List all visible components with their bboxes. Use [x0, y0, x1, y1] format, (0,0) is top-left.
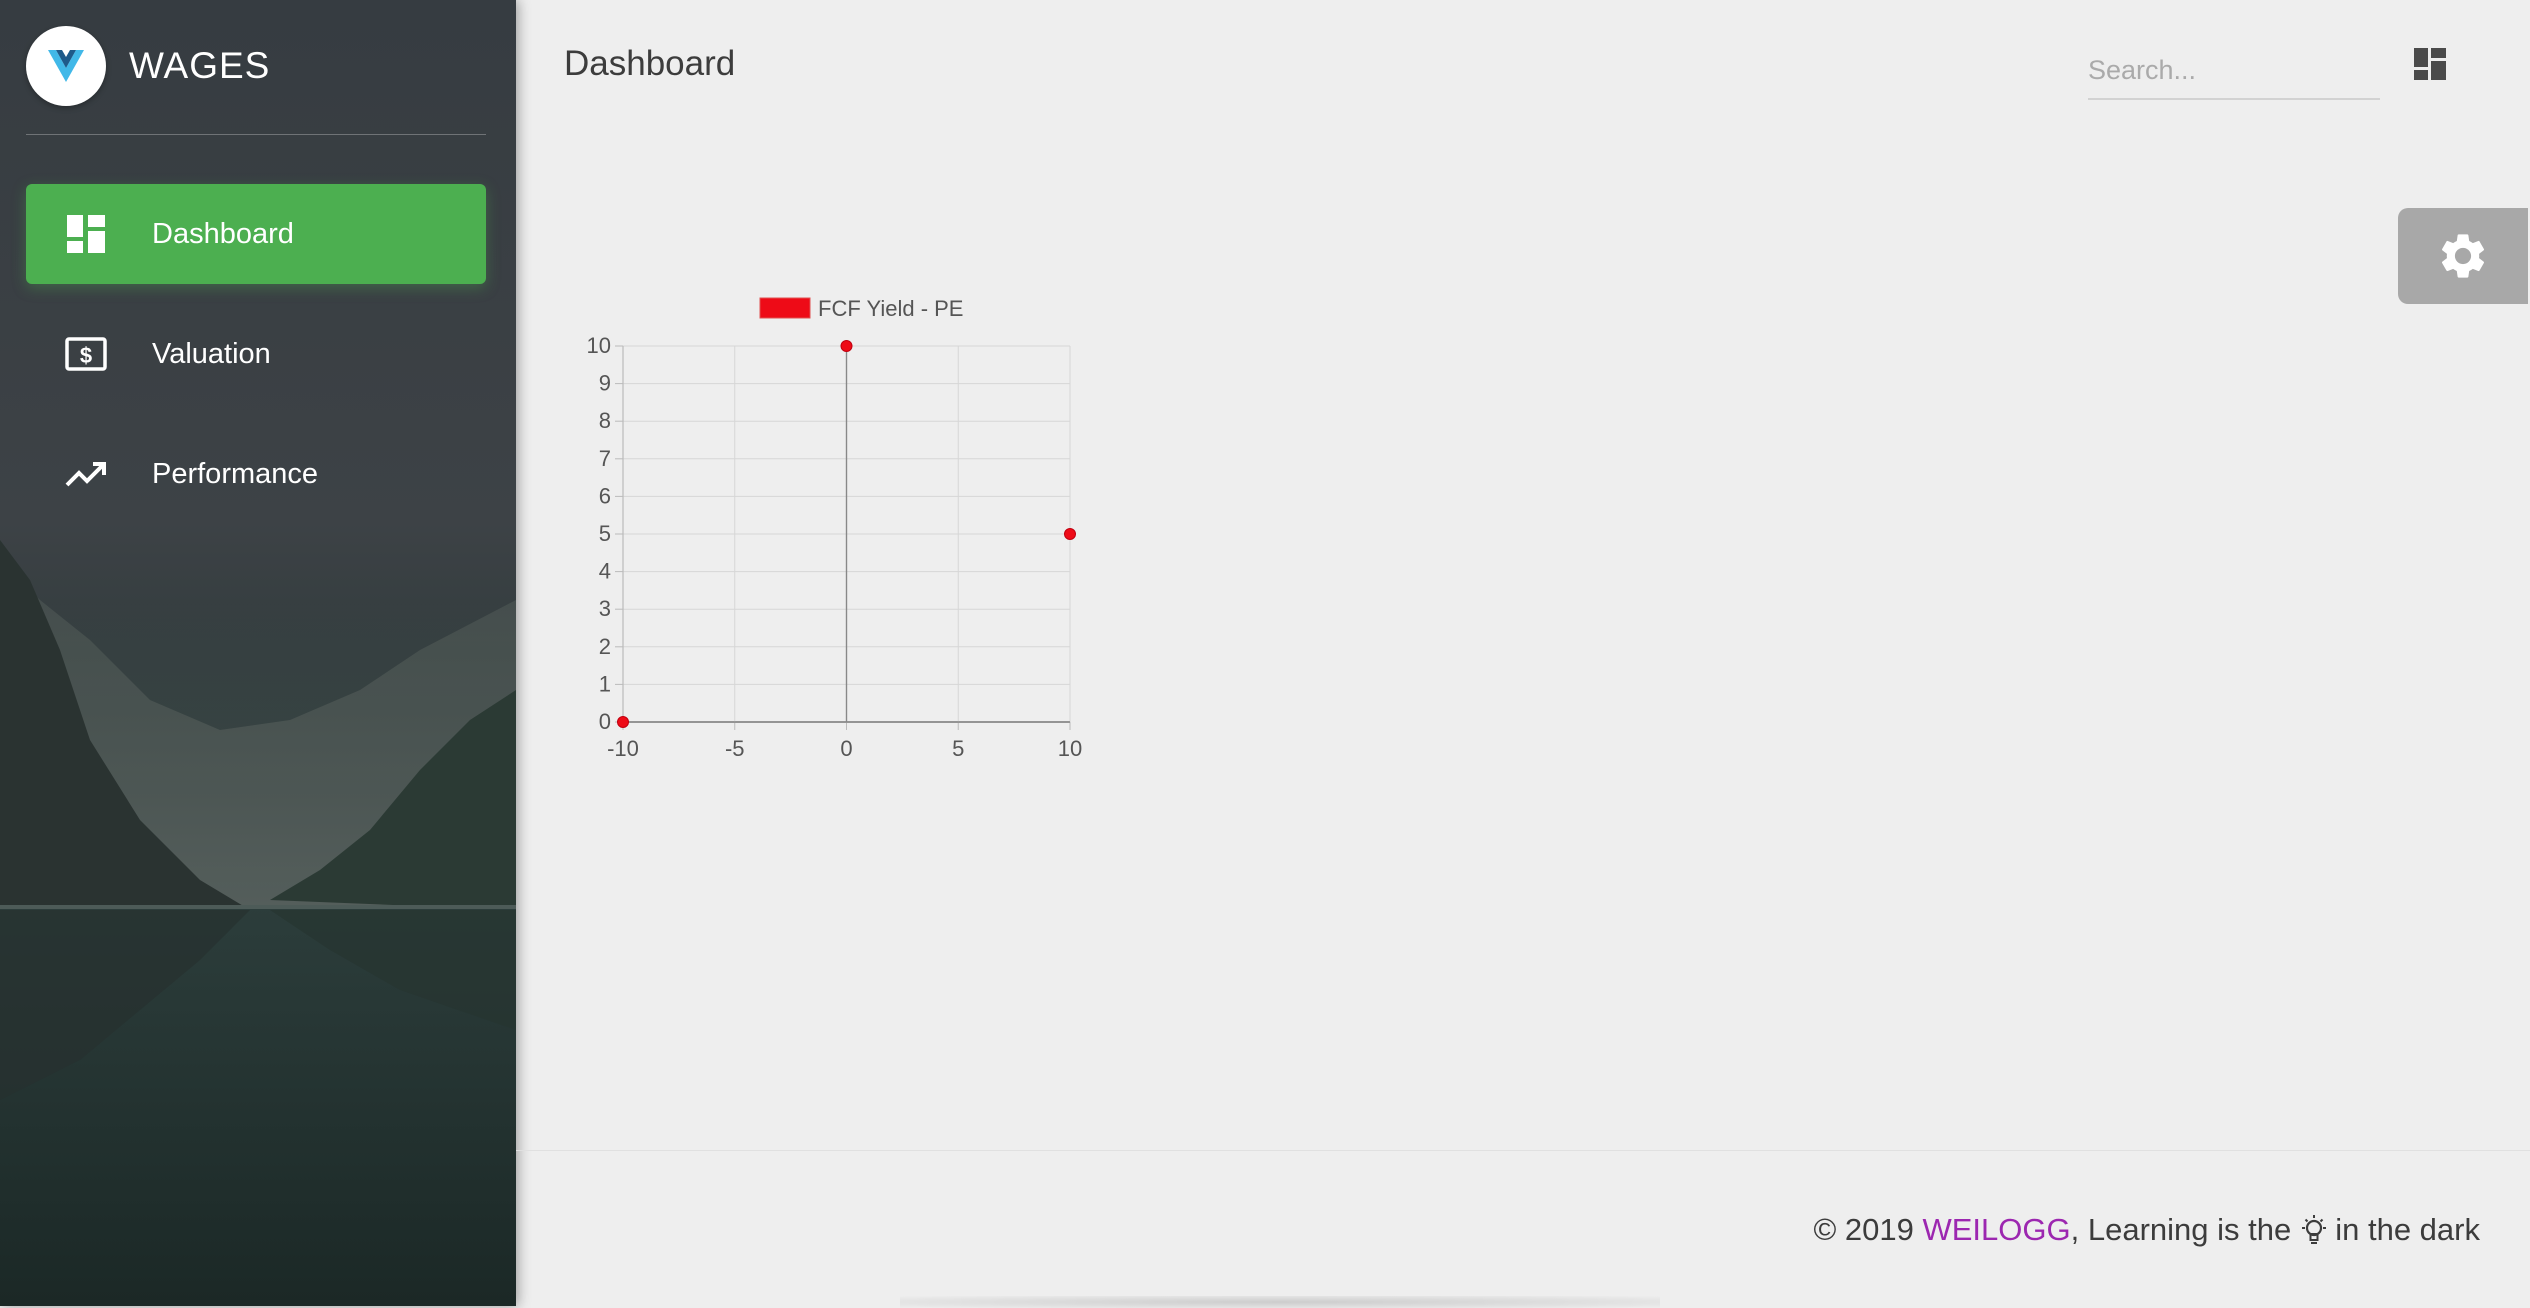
settings-button[interactable]	[2398, 208, 2528, 304]
svg-text:$: $	[80, 343, 92, 368]
sidebar-item-label: Performance	[152, 457, 319, 490]
trending-up-icon	[64, 452, 108, 496]
y-tick-label: 5	[599, 521, 611, 546]
sidebar-item-label: Dashboard	[152, 217, 294, 250]
x-tick-label: 0	[840, 736, 852, 761]
y-tick-label: 3	[599, 596, 611, 621]
y-tick-label: 7	[599, 446, 611, 471]
y-tick-label: 9	[599, 371, 611, 396]
sidebar-item-performance[interactable]: Performance	[26, 424, 486, 524]
money-icon: $	[64, 332, 108, 376]
sidebar-divider	[26, 134, 486, 135]
chart-svg: 0 1 2 3 4 5 6 7 8 9 10 -10 -5 0 5 10 FCF Yield - PE	[587, 296, 1083, 761]
brand-title: WAGES	[129, 45, 271, 86]
scatter-chart: 0 1 2 3 4 5 6 7 8 9 10 -10 -5 0 5 10 FCF Yield - PE	[560, 290, 1380, 1010]
y-tick-label: 2	[599, 634, 611, 659]
y-tick-label: 6	[599, 483, 611, 508]
data-point	[617, 716, 629, 728]
sidebar-background-image	[0, 540, 516, 1306]
search-input[interactable]	[2088, 42, 2380, 100]
y-tick-label: 10	[587, 333, 611, 358]
x-tick-label: -10	[607, 736, 639, 761]
footer-text: , Learning is the	[2070, 1212, 2292, 1247]
footer-divider	[516, 1150, 2530, 1151]
x-tick-label: 10	[1058, 736, 1082, 761]
bottom-shadow	[900, 1296, 1660, 1308]
y-tick-label: 8	[599, 408, 611, 433]
footer-copyright: © 2019	[1813, 1212, 1914, 1247]
data-point	[1064, 528, 1076, 540]
vue-logo-icon	[26, 26, 106, 106]
brand[interactable]: WAGES	[26, 26, 270, 106]
data-point	[840, 340, 853, 352]
sidebar-nav: Dashboard $ Valuation Performance	[26, 184, 486, 544]
footer: © 2019 WEILOGG, Learning is the in the d…	[1813, 1212, 2480, 1248]
y-tick-label: 0	[599, 709, 611, 734]
sidebar: WAGES Dashboard $ Valuation	[0, 0, 516, 1306]
sidebar-item-dashboard[interactable]: Dashboard	[26, 184, 486, 284]
y-tick-label: 4	[599, 559, 611, 584]
sidebar-item-label: Valuation	[152, 337, 271, 370]
y-tick-label: 1	[599, 671, 611, 696]
lightbulb-icon	[2299, 1214, 2329, 1246]
dashboard-icon[interactable]	[2414, 48, 2446, 80]
x-tick-label: 5	[952, 736, 964, 761]
dashboard-icon	[64, 212, 108, 256]
footer-brand-link[interactable]: WEILOGG	[1922, 1212, 2071, 1247]
x-tick-label: -5	[725, 736, 745, 761]
legend-label: FCF Yield - PE	[818, 296, 963, 321]
sidebar-item-valuation[interactable]: $ Valuation	[26, 304, 486, 404]
page-title: Dashboard	[564, 44, 736, 83]
gear-icon	[2441, 234, 2485, 278]
footer-text-end: in the dark	[2335, 1212, 2480, 1247]
legend-swatch	[759, 297, 811, 319]
